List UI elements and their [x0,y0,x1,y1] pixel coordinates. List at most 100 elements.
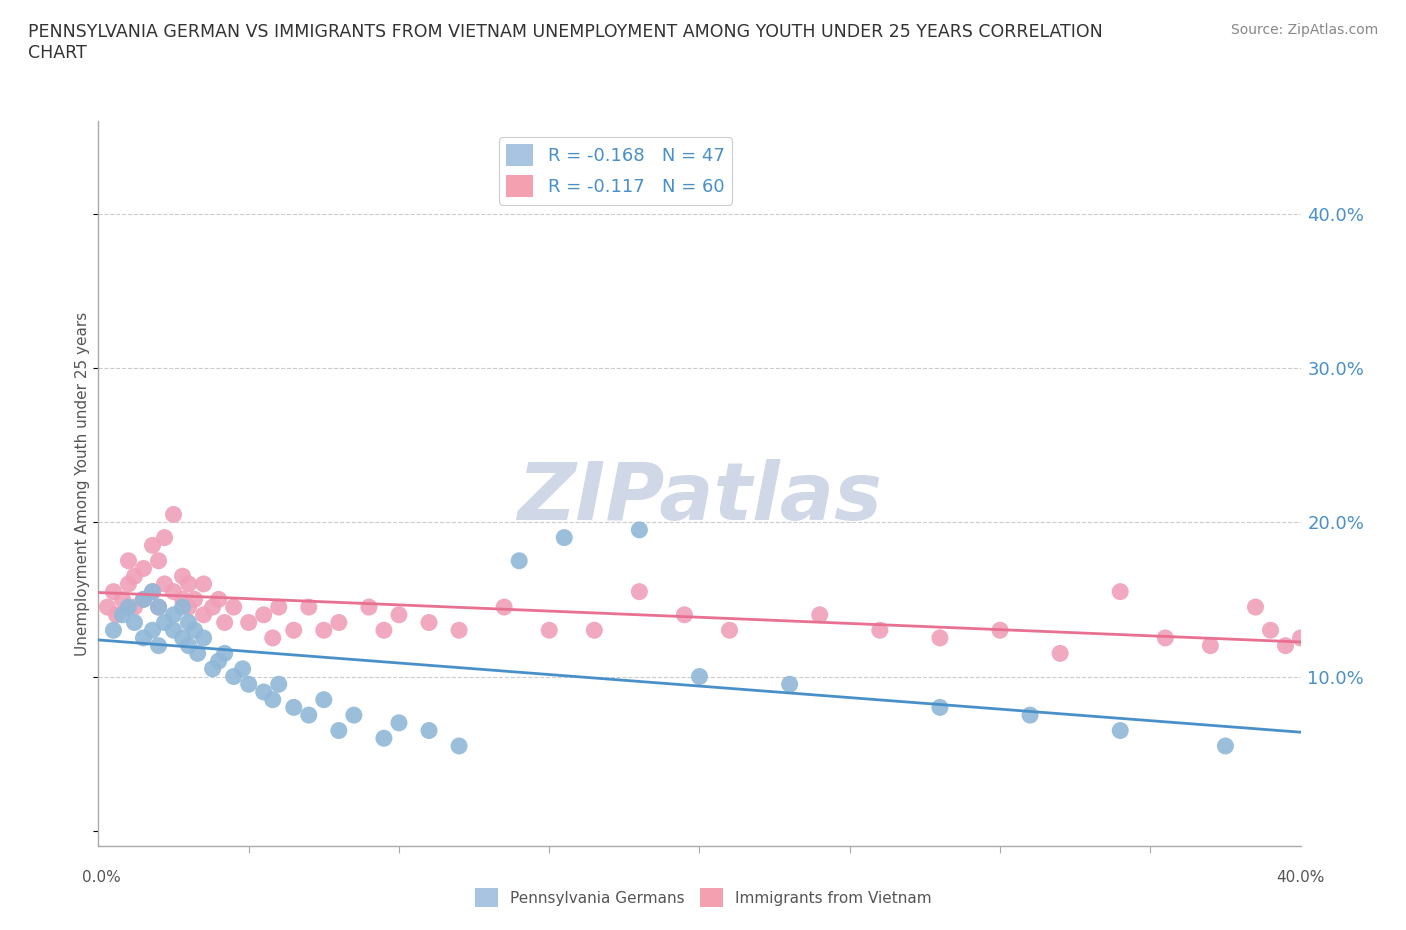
Point [153,530,176,545]
Point [141,584,163,599]
Point [312,623,335,638]
Point [1154,631,1177,645]
Point [388,715,411,730]
Point [1049,646,1071,661]
Point [418,724,440,738]
Point [172,631,194,645]
Point [105,607,128,622]
Point [148,600,170,615]
Text: Source: ZipAtlas.com: Source: ZipAtlas.com [1230,23,1378,37]
Point [148,600,170,615]
Point [267,677,290,692]
Point [96,600,118,615]
Point [132,591,155,606]
Point [1289,631,1312,645]
Point [177,615,200,630]
Text: ZIPatlas: ZIPatlas [517,459,882,538]
Point [187,646,209,661]
Point [141,623,163,638]
Point [779,677,801,692]
Point [162,607,184,622]
Point [1109,584,1132,599]
Text: 0.0%: 0.0% [82,870,121,884]
Point [1274,638,1296,653]
Point [1244,600,1267,615]
Point [312,692,335,707]
Point [183,623,205,638]
Point [103,623,125,638]
Point [262,631,284,645]
Point [132,561,155,576]
Point [253,607,276,622]
Point [193,631,215,645]
Point [689,669,711,684]
Point [373,623,395,638]
Point [447,738,470,753]
Point [124,615,146,630]
Legend: Pennsylvania Germans, Immigrants from Vietnam: Pennsylvania Germans, Immigrants from Vi… [468,883,938,913]
Y-axis label: Unemployment Among Youth under 25 years: Unemployment Among Youth under 25 years [75,312,90,656]
Point [153,615,176,630]
Point [148,553,170,568]
Point [222,669,245,684]
Point [201,600,224,615]
Point [162,584,184,599]
Point [172,591,194,606]
Point [553,530,575,545]
Point [929,631,952,645]
Point [673,607,696,622]
Point [238,615,260,630]
Point [208,591,231,606]
Point [177,638,200,653]
Point [111,591,134,606]
Point [153,577,176,591]
Point [298,708,321,723]
Point [222,600,245,615]
Point [583,623,606,638]
Point [283,700,305,715]
Point [124,569,146,584]
Point [214,646,236,661]
Point [328,615,350,630]
Point [267,600,290,615]
Point [298,600,321,615]
Point [357,600,380,615]
Point [172,600,194,615]
Point [718,623,741,638]
Point [1019,708,1042,723]
Point [141,584,163,599]
Point [447,623,470,638]
Point [1260,623,1282,638]
Point [172,569,194,584]
Point [232,661,254,676]
Point [238,677,260,692]
Point [328,724,350,738]
Point [111,607,134,622]
Point [628,584,651,599]
Point [988,623,1011,638]
Point [1199,638,1222,653]
Point [214,615,236,630]
Legend: R = -0.168   N = 47, R = -0.117   N = 60: R = -0.168 N = 47, R = -0.117 N = 60 [499,138,731,205]
Point [343,708,366,723]
Point [141,538,163,552]
Point [538,623,561,638]
Point [869,623,891,638]
Point [177,600,200,615]
Point [193,577,215,591]
Point [208,654,231,669]
Point [162,623,184,638]
Point [1215,738,1237,753]
Point [808,607,831,622]
Point [117,600,139,615]
Point [508,553,530,568]
Point [1109,724,1132,738]
Point [193,607,215,622]
Point [929,700,952,715]
Point [183,591,205,606]
Point [388,607,411,622]
Point [494,600,516,615]
Point [117,553,139,568]
Point [124,600,146,615]
Point [253,684,276,699]
